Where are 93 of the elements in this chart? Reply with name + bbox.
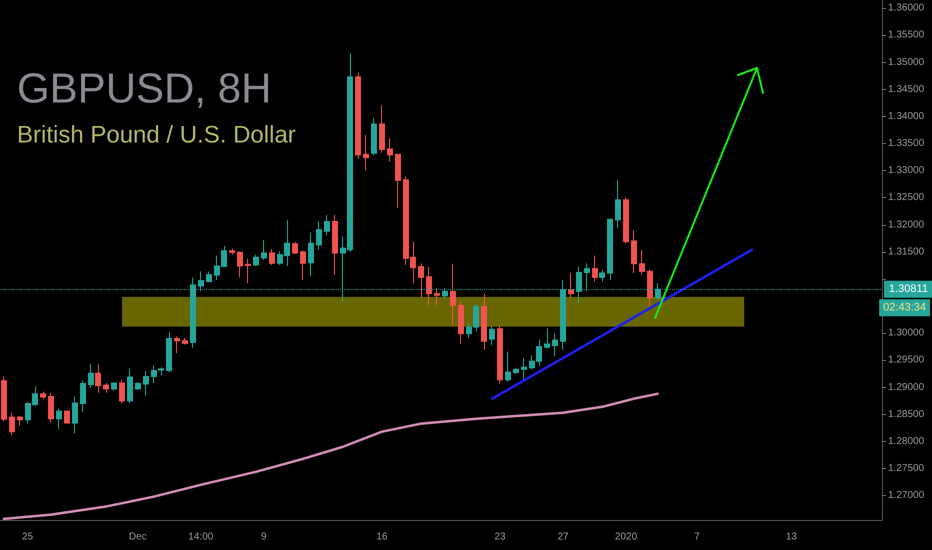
candlestick (418, 262, 424, 298)
ref-line-label: 1.30811 (889, 283, 928, 296)
y-tick-label: 1.27000 (888, 490, 925, 502)
y-tick-label: 1.33500 (888, 138, 925, 150)
candlestick (505, 351, 511, 382)
x-tick-label: 16 (376, 532, 388, 542)
candlestick (623, 197, 629, 244)
candlestick (64, 410, 70, 424)
candlestick (253, 254, 259, 266)
candlestick (592, 255, 598, 282)
candlestick (56, 408, 62, 430)
candlestick (607, 218, 613, 281)
x-tick-label: 23 (494, 532, 506, 542)
candlestick (324, 214, 330, 236)
candlestick (9, 412, 15, 436)
x-tick-label: 7 (694, 532, 700, 542)
candlestick (119, 379, 125, 404)
y-tick-label: 1.32000 (888, 219, 925, 230)
candlestick (174, 336, 180, 354)
candlestick (387, 138, 393, 162)
line-series (2, 392, 659, 520)
candlestick (103, 382, 109, 394)
candlestick (308, 232, 314, 277)
candlestick (544, 328, 550, 350)
candlestick (481, 293, 487, 350)
y-tick-label: 1.29000 (888, 382, 925, 393)
candlestick (639, 249, 645, 276)
y-tick-label: 1.29500 (888, 354, 925, 366)
candlestick (182, 338, 188, 345)
candlestick (245, 258, 251, 284)
candlestick (363, 134, 369, 171)
text: 02:43:34 (883, 302, 926, 314)
candlestick (17, 416, 23, 426)
candlestick (458, 301, 464, 344)
candlestick (434, 288, 440, 306)
y-tick-label: 1.34500 (888, 84, 925, 95)
candlestick (615, 179, 621, 229)
candlestick (127, 368, 133, 404)
candlestick (599, 269, 605, 282)
candlestick (395, 154, 401, 208)
x-tick-label: 14:00 (188, 532, 214, 542)
y-tick-label: 1.28500 (888, 408, 925, 420)
y-tick-label: 1.27500 (888, 463, 925, 474)
y-tick-label: 1.32500 (888, 192, 925, 204)
candlestick (332, 214, 338, 276)
x-tick-label: 25 (22, 532, 34, 542)
candlestick (513, 367, 519, 374)
y-tick-label: 1.36000 (888, 2, 925, 14)
candlestick (371, 118, 377, 156)
candlestick (489, 326, 495, 346)
x-tick-label: 13 (786, 532, 798, 542)
candlestick (72, 396, 78, 434)
x-tick-label: 9 (261, 532, 268, 542)
candlestick (568, 272, 574, 298)
candlestick (316, 221, 322, 250)
y-tick-label: 1.35000 (888, 56, 925, 68)
y-tick-label: 1.30000 (888, 328, 925, 339)
candlestick (229, 248, 235, 256)
y-tick-label: 1.34000 (888, 110, 925, 122)
candlestick (647, 269, 653, 308)
candlestick (237, 250, 243, 278)
candlestick (95, 364, 101, 394)
candlestick (631, 230, 637, 274)
y-tick-label: 1.33000 (888, 165, 925, 176)
candlestick (521, 358, 527, 380)
x-tick-label: Dec (128, 532, 147, 542)
candlestick (450, 263, 456, 326)
candlestick (426, 266, 432, 306)
candlestick (355, 72, 361, 160)
candlestick (206, 270, 212, 283)
candlestick (80, 380, 86, 413)
candlestick (379, 104, 385, 154)
y-tick-label: 1.35500 (888, 30, 925, 41)
candlestick (497, 324, 503, 384)
candlestick (261, 239, 267, 260)
candlestick (166, 332, 172, 373)
candlestick (40, 391, 46, 400)
candlestick (143, 370, 149, 396)
candlestick (88, 364, 94, 388)
candlestick (300, 250, 306, 281)
candlestick (111, 382, 117, 392)
candlestick (48, 392, 54, 423)
text: GBPUSD, 8H (17, 64, 272, 112)
text: British Pound / U.S. Dollar (17, 122, 296, 148)
candlestick (552, 332, 558, 357)
candlestick (135, 381, 141, 390)
y-tick-label: 1.31500 (888, 246, 925, 258)
candlestick (1, 376, 7, 422)
candlestick (292, 242, 298, 255)
x-tick-label: 2020 (614, 532, 638, 542)
x-tick-label: 27 (558, 532, 570, 542)
candlestick (269, 248, 275, 266)
y-tick-label: 1.28000 (888, 436, 925, 447)
